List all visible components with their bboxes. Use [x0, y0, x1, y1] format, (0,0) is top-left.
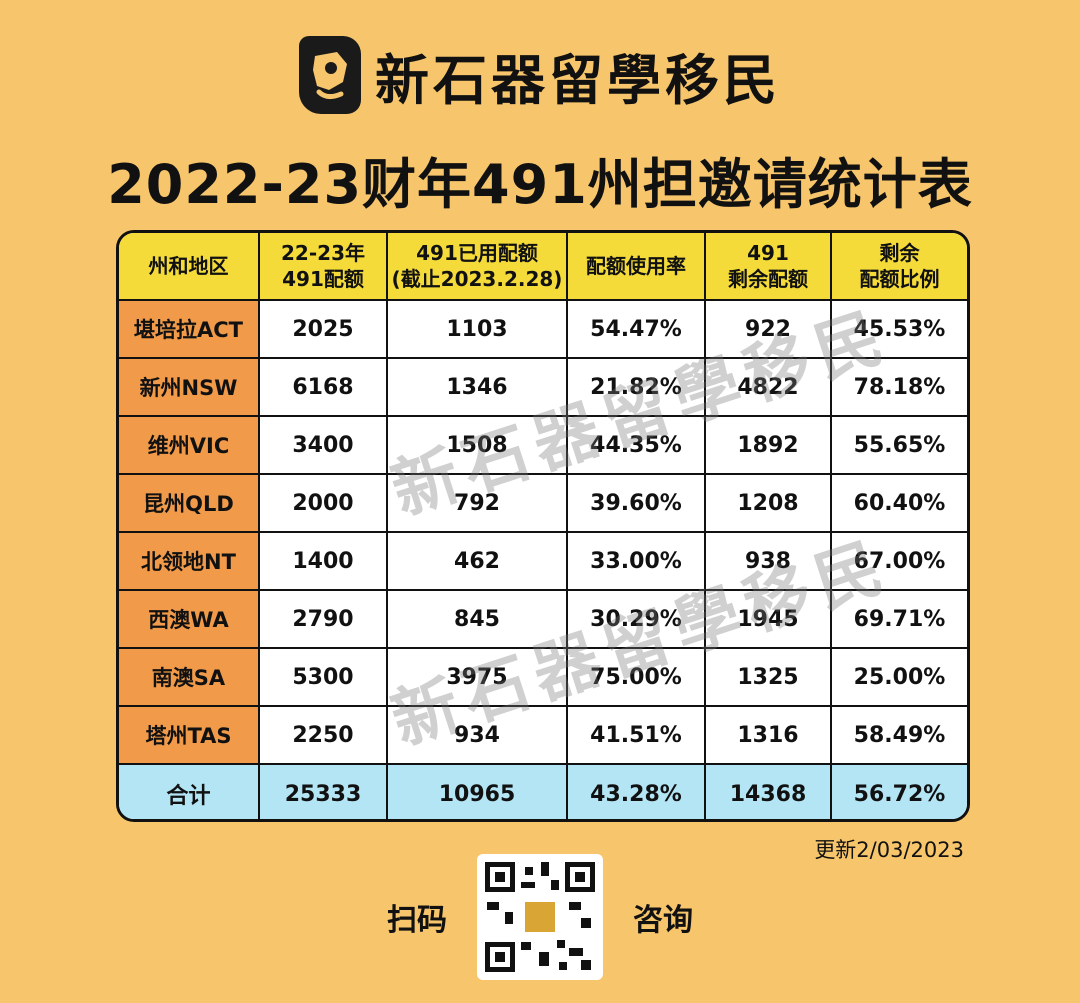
quota-cell: 2025: [258, 299, 388, 359]
quota-cell: 2000: [258, 473, 388, 533]
quota-table: 州和地区 22-23年 491配额 491已用配额 (截止2023.2.28) 配额…: [116, 230, 970, 822]
header-remaining-ratio: 剩余 配额比例: [830, 233, 967, 301]
region-cell: 堪培拉ACT: [119, 299, 260, 359]
brand-header: 新石器留學移民: [0, 30, 1080, 120]
header-rate: 配额使用率: [566, 233, 706, 301]
table-row: 南澳SA 5300 3975 75.00% 1325 25.00%: [119, 647, 967, 707]
header-quota: 22-23年 491配额: [258, 233, 388, 301]
total-row: 合计 25333 10965 43.28% 14368 56.72%: [119, 763, 967, 819]
brand-name: 新石器留學移民: [375, 47, 781, 112]
header-used: 491已用配额 (截止2023.2.28): [386, 233, 568, 301]
quota-cell: 1400: [258, 531, 388, 591]
table-row: 西澳WA 2790 845 30.29% 1945 69.71%: [119, 589, 967, 649]
used-cell: 462: [386, 531, 568, 591]
quota-cell: 5300: [258, 647, 388, 707]
remaining-cell: 4822: [704, 357, 832, 417]
remaining-cell: 1892: [704, 415, 832, 475]
remaining-ratio-cell: 78.18%: [830, 357, 967, 417]
remaining-ratio-cell: 25.00%: [830, 647, 967, 707]
table-header-row: 州和地区 22-23年 491配额 491已用配额 (截止2023.2.28) 配额…: [119, 233, 967, 301]
table-row: 新州NSW 6168 1346 21.82% 4822 78.18%: [119, 357, 967, 417]
remaining-cell: 922: [704, 299, 832, 359]
quota-cell: 3400: [258, 415, 388, 475]
rate-cell: 21.82%: [566, 357, 706, 417]
table-row: 昆州QLD 2000 792 39.60% 1208 60.40%: [119, 473, 967, 533]
remaining-cell: 1316: [704, 705, 832, 764]
table-row: 塔州TAS 2250 934 41.51% 1316 58.49%: [119, 705, 967, 764]
header-remaining: 491 剩余配额: [704, 233, 832, 301]
remaining-ratio-cell: 55.65%: [830, 415, 967, 475]
used-cell: 1103: [386, 299, 568, 359]
table-row: 维州VIC 3400 1508 44.35% 1892 55.65%: [119, 415, 967, 475]
used-cell: 1508: [386, 415, 568, 475]
used-cell: 845: [386, 589, 568, 649]
qr-code-icon[interactable]: [477, 854, 603, 980]
table-row: 堪培拉ACT 2025 1103 54.47% 922 45.53%: [119, 299, 967, 359]
quota-cell: 2790: [258, 589, 388, 649]
table-row: 北领地NT 1400 462 33.00% 938 67.00%: [119, 531, 967, 591]
quota-cell: 6168: [258, 357, 388, 417]
total-remaining-ratio: 56.72%: [830, 763, 967, 819]
remaining-cell: 938: [704, 531, 832, 591]
rate-cell: 41.51%: [566, 705, 706, 764]
remaining-cell: 1325: [704, 647, 832, 707]
remaining-ratio-cell: 69.71%: [830, 589, 967, 649]
remaining-ratio-cell: 58.49%: [830, 705, 967, 764]
region-cell: 昆州QLD: [119, 473, 260, 533]
total-used: 10965: [386, 763, 568, 819]
total-label: 合计: [119, 763, 260, 819]
used-cell: 3975: [386, 647, 568, 707]
rate-cell: 54.47%: [566, 299, 706, 359]
total-rate: 43.28%: [566, 763, 706, 819]
stone-logo-icon: [299, 36, 361, 114]
page-title: 2022-23财年491州担邀请统计表: [107, 153, 973, 216]
scan-label: 扫码: [387, 903, 447, 938]
rate-cell: 39.60%: [566, 473, 706, 533]
rate-cell: 33.00%: [566, 531, 706, 591]
used-cell: 934: [386, 705, 568, 764]
used-cell: 1346: [386, 357, 568, 417]
updated-date: 更新2/03/2023: [814, 838, 964, 862]
used-cell: 792: [386, 473, 568, 533]
region-cell: 西澳WA: [119, 589, 260, 649]
consult-label: 咨询: [633, 903, 693, 938]
region-cell: 维州VIC: [119, 415, 260, 475]
total-remaining: 14368: [704, 763, 832, 819]
rate-cell: 75.00%: [566, 647, 706, 707]
rate-cell: 44.35%: [566, 415, 706, 475]
remaining-ratio-cell: 67.00%: [830, 531, 967, 591]
remaining-ratio-cell: 60.40%: [830, 473, 967, 533]
remaining-ratio-cell: 45.53%: [830, 299, 967, 359]
quota-cell: 2250: [258, 705, 388, 764]
contact-row: 扫码 咨询: [0, 852, 1080, 982]
region-cell: 塔州TAS: [119, 705, 260, 764]
region-cell: 北领地NT: [119, 531, 260, 591]
rate-cell: 30.29%: [566, 589, 706, 649]
total-quota: 25333: [258, 763, 388, 819]
remaining-cell: 1945: [704, 589, 832, 649]
header-region: 州和地区: [119, 233, 260, 301]
region-cell: 新州NSW: [119, 357, 260, 417]
remaining-cell: 1208: [704, 473, 832, 533]
region-cell: 南澳SA: [119, 647, 260, 707]
